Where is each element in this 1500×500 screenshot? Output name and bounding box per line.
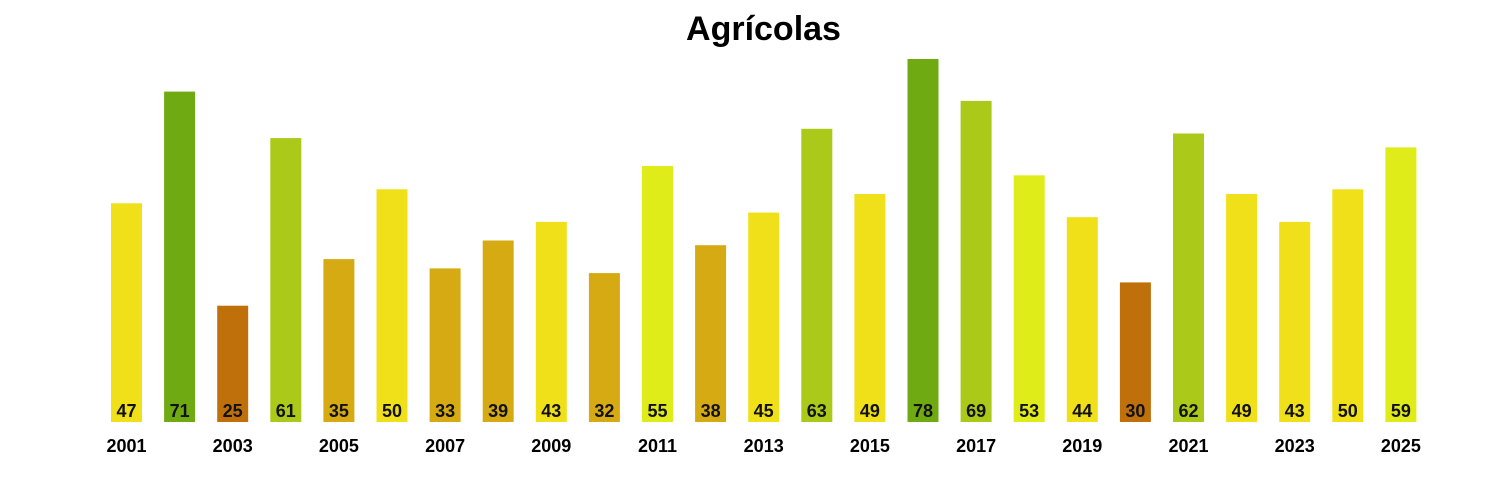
bar-2017 [960,100,992,423]
data-label-2016: 78 [913,401,933,421]
data-label-2012: 38 [701,401,721,421]
x-tick-2017: 2017 [956,436,996,456]
data-label-2010: 32 [594,401,614,421]
bar-2024 [1332,189,1364,422]
data-label-2005: 35 [329,401,349,421]
bar-2009 [535,221,567,422]
bar-2021 [1173,133,1204,422]
data-label-2015: 49 [860,401,880,421]
data-label-2022: 49 [1232,401,1252,421]
data-label-2002: 71 [170,401,190,421]
data-label-2017: 69 [966,401,986,421]
bar-2007 [429,268,461,422]
bar-2005 [323,259,355,422]
chart-title: Agrícolas [686,10,841,48]
bar-2015 [854,194,886,422]
bar-2022 [1226,194,1258,422]
data-label-2001: 47 [116,401,136,421]
bar-2001 [111,203,142,422]
bar-2012 [695,245,727,422]
data-label-2013: 45 [754,401,774,421]
bar-2019 [1066,217,1098,422]
x-tick-2019: 2019 [1062,436,1102,456]
x-tick-2025: 2025 [1381,436,1421,456]
bar-2004 [270,138,302,422]
bar-2008 [482,240,514,422]
data-labels-layer: 47 71 25 61 35 50 33 39 43 32 55 38 45 63 49 78 69 53 44 30… [116,401,1410,421]
bar-2016 [907,59,939,422]
bar-2014 [801,128,833,423]
bar-2003 [217,305,249,422]
x-tick-2015: 2015 [850,436,890,456]
data-label-2011: 55 [647,401,667,421]
data-label-2023: 43 [1285,401,1305,421]
bar-2002 [164,91,196,422]
data-label-2021: 62 [1178,401,1198,421]
data-label-2018: 53 [1019,401,1039,421]
bar-2018 [1013,175,1045,422]
data-label-2006: 50 [382,401,402,421]
x-tick-2001: 2001 [106,436,146,456]
bar-2006 [376,189,408,422]
x-tick-2005: 2005 [319,436,359,456]
bar-2023 [1279,221,1311,422]
x-axis-tick-labels: 2001 2003 2005 2007 2009 2011 2013 2015 2017 2019… [106,436,1420,456]
bars-layer [111,59,1417,423]
x-tick-2013: 2013 [744,436,784,456]
bar-2020 [1119,282,1151,422]
x-tick-2021: 2021 [1168,436,1208,456]
x-tick-2011: 2011 [638,436,677,456]
x-tick-2023: 2023 [1275,436,1315,456]
x-tick-2009: 2009 [531,436,571,456]
x-tick-2003: 2003 [213,436,253,456]
data-label-2024: 50 [1338,401,1358,421]
data-label-2003: 25 [223,401,243,421]
data-label-2004: 61 [276,401,296,421]
data-label-2007: 33 [435,401,455,421]
data-label-2020: 30 [1125,401,1145,421]
data-label-2009: 43 [541,401,561,421]
data-label-2014: 63 [807,401,827,421]
bar-2013 [748,212,780,422]
x-tick-2007: 2007 [425,436,465,456]
data-label-2025: 59 [1391,401,1411,421]
bar-2025 [1385,147,1417,422]
bar-2010 [588,273,620,422]
data-label-2008: 39 [488,401,508,421]
data-label-2019: 44 [1072,401,1092,421]
bar-2011 [642,166,673,422]
